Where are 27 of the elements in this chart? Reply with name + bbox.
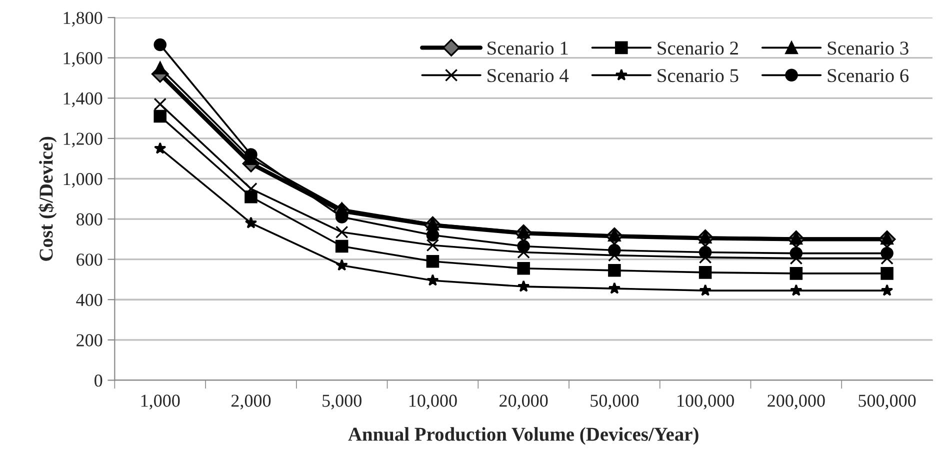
legend-label: Scenario 5 bbox=[658, 69, 738, 82]
y-tick-label: 1,600 bbox=[64, 52, 102, 67]
x-tick-label: 500,000 bbox=[858, 394, 916, 410]
x-tick-label: 5,000 bbox=[322, 394, 362, 410]
y-tick-label: 800 bbox=[76, 213, 102, 226]
x-tick-label: 100,000 bbox=[678, 394, 734, 410]
y-tick-label: 600 bbox=[76, 254, 102, 266]
x-axis-title: Annual Production Volume (Devices/Year) bbox=[348, 427, 698, 445]
x-tick-label: 20,000 bbox=[500, 394, 548, 410]
legend-label: Scenario 2 bbox=[658, 42, 738, 55]
y-tick-label: 1,800 bbox=[64, 12, 102, 27]
x-tick-label: 50,000 bbox=[590, 394, 639, 410]
x-tick-label: 10,000 bbox=[409, 394, 457, 410]
legend-label: Scenario 4 bbox=[488, 69, 569, 82]
y-tick-label: 0 bbox=[94, 374, 102, 387]
x-tick-label: 2,000 bbox=[231, 394, 271, 410]
y-tick-label: 1,200 bbox=[64, 132, 102, 148]
y-axis-title: Cost ($/Device) bbox=[38, 136, 57, 261]
y-tick-label: 1,400 bbox=[64, 92, 102, 108]
legend-label: Scenario 6 bbox=[828, 69, 909, 82]
y-tick-label: 1,000 bbox=[64, 173, 102, 188]
x-tick-label: 1,000 bbox=[141, 394, 180, 410]
legend-label: Scenario 1 bbox=[488, 42, 568, 55]
y-tick-label: 200 bbox=[76, 334, 102, 346]
y-tick-label: 400 bbox=[76, 294, 102, 306]
x-tick-label: 200,000 bbox=[768, 394, 825, 410]
legend-label: Scenario 3 bbox=[828, 42, 908, 55]
